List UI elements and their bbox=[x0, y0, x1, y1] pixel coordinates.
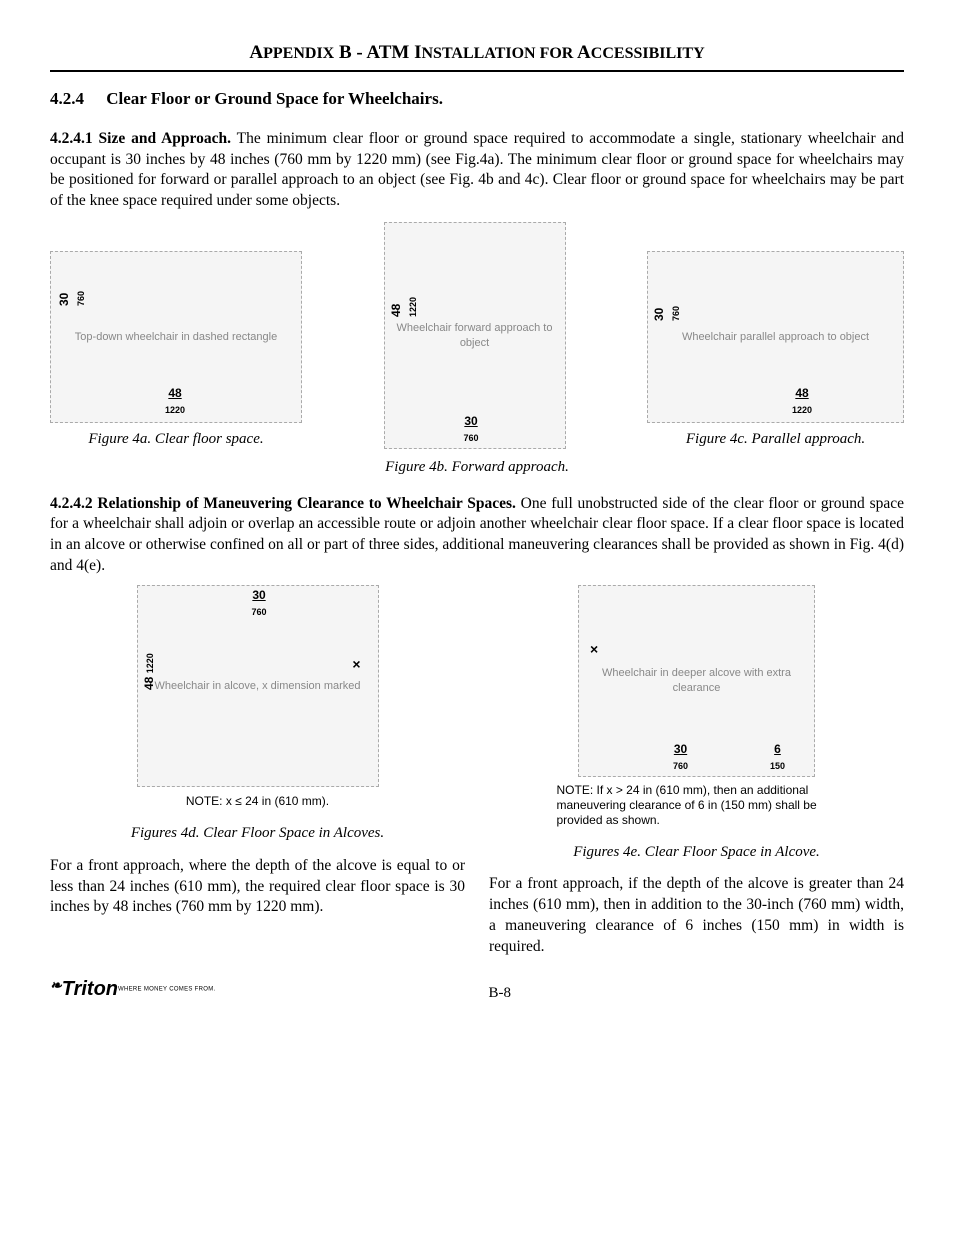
figure-4d-caption: Figures 4d. Clear Floor Space in Alcoves… bbox=[50, 823, 465, 843]
figure-4d-note: NOTE: x ≤ 24 in (610 mm). bbox=[186, 793, 329, 809]
section-number: 4.2.4 bbox=[50, 89, 84, 108]
figure-4b-caption: Figure 4b. Forward approach. bbox=[50, 457, 904, 477]
figure-4b-box: Wheelchair forward approach to object 48… bbox=[384, 222, 566, 449]
header-text: APPENDIX B - ATM INSTALLATION FOR ACCESS… bbox=[249, 42, 704, 63]
fig4e-dim-b2: 6150 bbox=[770, 741, 785, 773]
col-4d: Wheelchair in alcove, x dimension marked… bbox=[50, 585, 465, 958]
fig4e-x-marker: × bbox=[590, 640, 598, 659]
figure-4e-note: NOTE: If x > 24 in (610 mm), then an add… bbox=[557, 783, 837, 828]
page-number: B-8 bbox=[216, 983, 785, 1003]
para-4-2-4-2: 4.2.4.2 Relationship of Maneuvering Clea… bbox=[50, 494, 904, 578]
para-4-2-4-1: 4.2.4.1 Size and Approach. The minimum c… bbox=[50, 129, 904, 213]
appendix-header: APPENDIX B - ATM INSTALLATION FOR ACCESS… bbox=[50, 40, 904, 72]
section-heading: 4.2.4 Clear Floor or Ground Space for Wh… bbox=[50, 88, 904, 111]
fig4b-dim-h: 30760 bbox=[464, 413, 479, 445]
fig4d-dim-top: 30760 bbox=[252, 587, 267, 619]
figure-4c-box: Wheelchair parallel approach to object 3… bbox=[647, 251, 904, 449]
fig4e-dim-b1: 30760 bbox=[673, 741, 688, 773]
para1-lead: 4.2.4.1 Size and Approach. bbox=[50, 130, 231, 147]
triton-logo: ❧TritonWHERE MONEY COMES FROM. bbox=[50, 976, 216, 1003]
figure-4e-paragraph: For a front approach, if the depth of th… bbox=[489, 874, 904, 958]
figure-4c-image: Wheelchair parallel approach to object bbox=[647, 251, 904, 423]
figure-4a-box: Top-down wheelchair in dashed rectangle … bbox=[50, 251, 302, 449]
two-column-figures: Wheelchair in alcove, x dimension marked… bbox=[50, 585, 904, 958]
fig4c-dim-h: 481220 bbox=[792, 385, 812, 417]
fig4d-x-marker: × bbox=[352, 655, 360, 674]
fig4b-dim-v: 481220 bbox=[388, 297, 420, 317]
figure-4d-paragraph: For a front approach, where the depth of… bbox=[50, 856, 465, 919]
page-footer: ❧TritonWHERE MONEY COMES FROM. B-8 bbox=[50, 976, 904, 1003]
figure-4c-caption: Figure 4c. Parallel approach. bbox=[686, 429, 865, 449]
fig4c-dim-v: 30760 bbox=[651, 306, 683, 321]
col-4e: Wheelchair in deeper alcove with extra c… bbox=[489, 585, 904, 958]
figure-4e-caption: Figures 4e. Clear Floor Space in Alcove. bbox=[489, 842, 904, 862]
logo-leaf-icon: ❧ bbox=[50, 977, 62, 993]
para2-lead: 4.2.4.2 Relationship of Maneuvering Clea… bbox=[50, 495, 516, 512]
fig4a-dim-v: 30760 bbox=[56, 291, 88, 306]
figures-row-1: Top-down wheelchair in dashed rectangle … bbox=[50, 222, 904, 449]
fig4d-dim-left: 48 1220 bbox=[141, 653, 157, 690]
fig4a-dim-h: 481220 bbox=[165, 385, 185, 417]
section-title: Clear Floor or Ground Space for Wheelcha… bbox=[106, 89, 443, 108]
logo-tagline: WHERE MONEY COMES FROM. bbox=[118, 987, 215, 993]
figure-4a-caption: Figure 4a. Clear floor space. bbox=[88, 429, 263, 449]
